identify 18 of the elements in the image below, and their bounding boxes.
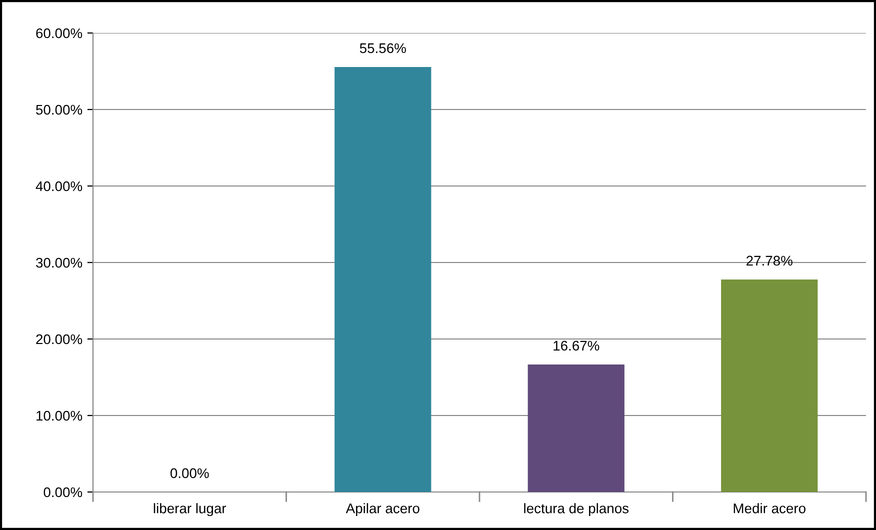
y-tick-label: 0.00%	[44, 487, 82, 498]
x-tick-label: Medir acero	[734, 503, 806, 514]
x-tick-label: lectura de planos	[524, 503, 629, 516]
y-tick-label: 50.00%	[36, 104, 82, 115]
data-label: 27.78%	[746, 256, 792, 266]
data-label: 0.00%	[170, 468, 209, 478]
y-tick-label: 60.00%	[36, 28, 82, 38]
x-tick-label: liberar lugar	[154, 503, 226, 516]
y-tick-label: 20.00%	[36, 334, 82, 344]
data-label: 55.56%	[360, 43, 406, 54]
y-tick-label: 40.00%	[36, 181, 82, 192]
y-tick-label: 30.00%	[36, 258, 82, 268]
bar	[528, 364, 624, 492]
y-tick-label: 10.00%	[36, 410, 82, 421]
bar	[721, 279, 818, 492]
data-label: 16.67%	[554, 340, 600, 351]
bar	[334, 66, 432, 492]
x-tick-label: Apilar acero	[346, 503, 420, 516]
